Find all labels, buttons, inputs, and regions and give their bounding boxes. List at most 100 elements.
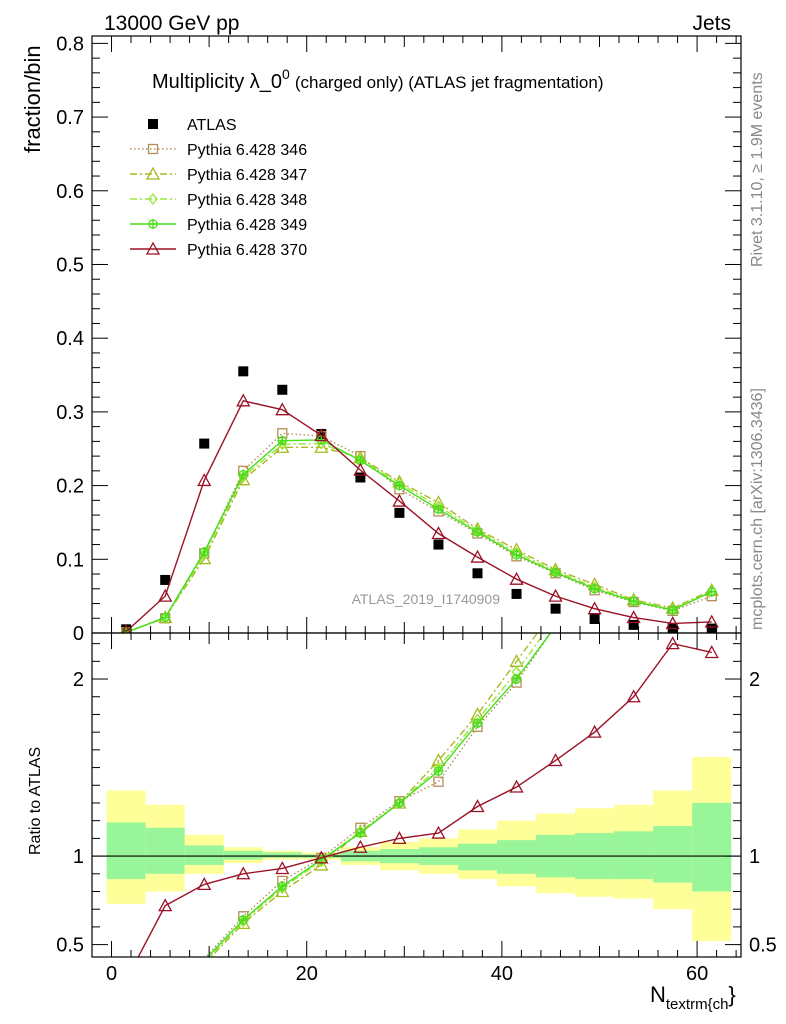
data-point [148,119,158,129]
data-point [472,568,483,579]
y-tick-label: 0.3 [56,402,84,424]
header-process: Jets [692,12,731,35]
data-point [587,724,602,738]
series-line [125,432,712,633]
data-point [275,884,290,898]
data-point [394,507,405,518]
legend-label: Pythia 6.428 370 [187,242,307,259]
ratio-band-inner [692,802,732,892]
data-point [277,384,288,395]
data-point [275,439,290,453]
x-tick-label: 0 [106,963,117,985]
series-line [125,439,713,633]
data-point [509,779,524,793]
ratio-line [210,633,539,957]
data-point [121,624,131,633]
data-point [431,526,446,540]
ratio-y-tick-label-right: 1 [749,846,760,868]
data-point [626,689,641,703]
mcplots-label: mcplots.cern.ch [arXiv:1306.3436] [749,388,766,630]
ratio-y-tick-label: 0.5 [56,935,84,957]
y-tick-label: 0.4 [56,328,84,350]
data-point [509,571,524,585]
series-line [125,446,713,633]
data-point [199,438,210,449]
data-point [355,472,366,483]
data-point [704,614,719,628]
data-point [665,636,680,650]
xlabel-sub: textrm{ch [666,996,729,1013]
y-tick-label: 0.5 [56,254,84,276]
data-point [626,610,641,624]
x-tick-label: 40 [491,963,513,985]
data-point [275,402,290,416]
ratio-y-tick-label-right: 2 [749,669,760,691]
data-point [392,493,407,507]
rivet-version-label: Rivet 3.1.10, ≥ 1.9M events [749,72,766,267]
data-point [589,613,600,624]
chart-title: Multiplicity λ_00 (charged only) (ATLAS j… [152,66,604,93]
data-point [470,799,485,813]
main-series-group [121,366,719,633]
ratio-band-inner [106,822,146,880]
data-point [431,825,446,839]
data-point [548,588,563,602]
data-point [587,601,602,615]
ratio-ylabel: Ratio to ATLAS [27,747,44,855]
data-point [197,877,212,891]
legend-label: Pythia 6.428 349 [187,217,307,234]
ratio-band-inner [262,852,302,858]
data-point [704,645,719,659]
data-point [158,898,173,912]
data-point [314,439,329,453]
data-point [511,588,522,599]
data-point [665,616,680,630]
data-point [433,539,444,550]
ratio-band-inner [614,831,654,880]
chart-title-main: Multiplicity λ_0 [152,71,282,93]
data-point [145,166,161,180]
ratio-line [208,633,546,957]
ratio-band-inner [223,850,263,860]
ratio-band-inner [184,845,224,865]
xlabel: Ntextrm{ch} [650,982,736,1013]
ratio-series-group [137,633,719,957]
data-point [236,866,251,880]
ratio-band-inner [457,843,498,871]
x-tick-label: 20 [296,963,318,985]
data-point [470,549,485,563]
legend-label: ATLAS [187,117,237,134]
y-tick-label: 0.1 [56,549,84,571]
data-point [148,192,158,206]
data-point [392,831,407,845]
analysis-watermark: ATLAS_2019_I1740909 [352,591,501,607]
data-point [314,428,329,442]
data-point [628,619,639,630]
ratio-y-tick-label-right: 0.5 [749,935,777,957]
data-point [550,603,561,614]
ratio-line [206,633,552,957]
ratio-panel: 0 20 40 60 0.5 0.5 1 1 2 2 [56,632,777,985]
data-point [199,548,210,561]
main-panel: 0 0.1 0.2 0.3 0.4 0.5 0.6 0.7 0.8 [56,33,742,645]
data-point [160,574,171,585]
data-point [197,473,212,487]
chart-title-rest: (charged only) (ATLAS jet fragmentation) [295,73,604,92]
ratio-y-tick-label: 2 [73,669,84,691]
y-tick-label: 0.8 [56,33,84,55]
header-energy: 13000 GeV pp [104,12,239,35]
ratio-band-inner [497,840,537,874]
data-point [353,462,368,476]
ratio-line [137,642,712,957]
data-point [236,393,251,407]
data-point [353,839,368,853]
data-point [314,850,329,864]
ratio-band-inner [653,825,693,883]
chart-title-sup: 0 [282,66,290,82]
ratio-frame [91,632,742,958]
series-line [125,400,712,633]
data-point [316,429,327,439]
y-tick-label: 0 [73,623,84,645]
main-ylabel: fraction/bin [20,45,45,153]
